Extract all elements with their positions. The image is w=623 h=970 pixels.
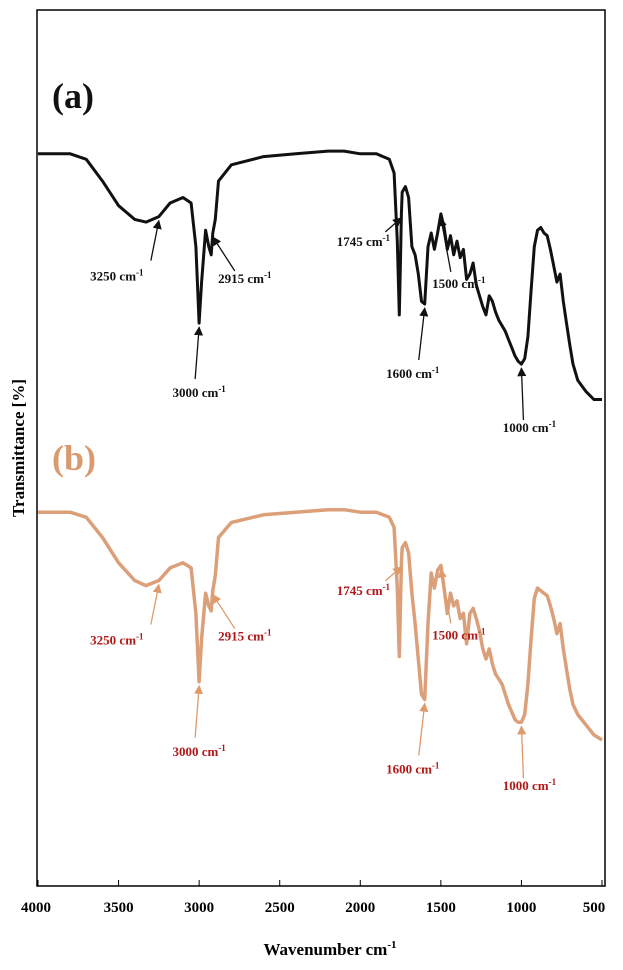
annotation-label: 2915 cm-1 — [218, 628, 272, 644]
annotation-label: 1600 cm-1 — [386, 760, 440, 776]
annotation-label: 1745 cm-1 — [337, 233, 391, 249]
series-line-b — [38, 507, 603, 742]
x-tick-label: 1000 — [506, 900, 536, 916]
panel-label-a: (a) — [52, 76, 94, 116]
annotation-arrow — [384, 217, 403, 233]
panel-label-b: (b) — [52, 438, 96, 478]
annotation-arrow — [437, 217, 452, 273]
annotation-label: 1000 cm-1 — [503, 777, 557, 793]
annotation-arrow — [193, 684, 204, 738]
annotation-label: 1745 cm-1 — [337, 582, 391, 598]
annotation-arrow — [418, 702, 429, 756]
x-tick-label: 4000 — [21, 900, 51, 916]
annotation-arrow — [150, 219, 162, 261]
annotation-label: 3000 cm-1 — [172, 384, 226, 400]
x-tick-label: 3000 — [184, 900, 214, 916]
peak-annotations: 3250 cm-1 3000 cm-1 2915 cm-1 1745 cm-1 1600… — [90, 217, 557, 793]
annotation-arrow — [517, 367, 527, 421]
annotation-arrow — [150, 583, 162, 625]
annotation-label: 1000 cm-1 — [503, 419, 557, 435]
annotation-label: 3250 cm-1 — [90, 268, 144, 284]
x-tick-label: 3500 — [104, 900, 134, 916]
annotation-arrow — [212, 236, 236, 272]
annotation-label: 1600 cm-1 — [386, 365, 440, 381]
x-axis-ticks: 4000 3500 3000 2500 2000 1500 1000 500 — [21, 880, 605, 916]
annotation-arrow — [517, 725, 527, 779]
annotation-arrow — [212, 593, 236, 630]
annotation-arrow — [384, 566, 403, 582]
x-tick-label: 1500 — [426, 900, 456, 916]
annotation-arrow — [437, 568, 452, 624]
annotation-label: 1500 cm-1 — [432, 275, 486, 291]
annotation-label: 1500 cm-1 — [432, 626, 486, 642]
x-tick-label: 2000 — [345, 900, 375, 916]
x-axis-title-main: Wavenumber cm — [263, 940, 387, 959]
annotation-label: 3000 cm-1 — [172, 743, 226, 759]
y-axis-title: Transmittance [%] — [9, 379, 28, 517]
annotation-label: 2915 cm-1 — [218, 270, 272, 286]
annotation-arrow — [193, 326, 204, 380]
x-tick-label: 500 — [583, 900, 606, 916]
x-axis-title: Wavenumber cm-1 — [263, 939, 396, 959]
series-line-a — [38, 149, 602, 401]
plot-frame — [36, 9, 606, 887]
x-axis-title-sup: -1 — [387, 939, 396, 951]
annotation-arrow — [418, 307, 429, 361]
annotation-label: 3250 cm-1 — [90, 632, 144, 648]
x-tick-label: 2500 — [265, 900, 295, 916]
